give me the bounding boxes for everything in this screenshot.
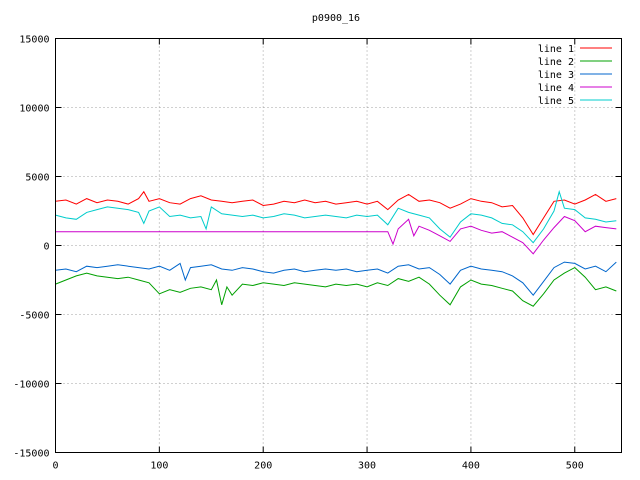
plot-frame (55, 38, 622, 453)
x-tick-label: 400 (462, 461, 480, 472)
legend-label: line 5 (538, 96, 574, 107)
chart-title: p0900_16 (312, 13, 360, 24)
series-line-1 (55, 190, 617, 236)
legend-label: line 1 (538, 44, 574, 55)
series-line-3 (55, 261, 617, 297)
legend-label: line 4 (538, 83, 574, 94)
series-line-5 (55, 189, 617, 244)
y-tick-label: -5000 (19, 311, 49, 322)
x-tick-labels: 0 100 200 300 400 500 (52, 461, 583, 472)
x-tick-label: 500 (566, 461, 584, 472)
x-tick-label: 300 (358, 461, 376, 472)
x-tick-label: 0 (52, 461, 58, 472)
y-tick-label: -10000 (13, 380, 49, 391)
y-tick-label: 5000 (25, 173, 49, 184)
legend-label: line 3 (538, 70, 574, 81)
y-tick-label: 15000 (19, 35, 49, 46)
y-tick-label: 10000 (19, 104, 49, 115)
grid (55, 38, 622, 453)
x-tick-label: 200 (254, 461, 272, 472)
x-tick-label: 100 (150, 461, 168, 472)
y-tick-label: 0 (43, 242, 49, 253)
series-line-2 (55, 266, 617, 307)
legend: line 1 line 2 line 3 line 4 line 5 (538, 44, 612, 107)
legend-label: line 2 (538, 57, 574, 68)
y-tick-labels: -15000 -10000 -5000 0 5000 10000 15000 (13, 35, 49, 460)
y-tick-label: -15000 (13, 449, 49, 460)
series-group (55, 189, 617, 307)
series-line-4 (55, 215, 617, 255)
